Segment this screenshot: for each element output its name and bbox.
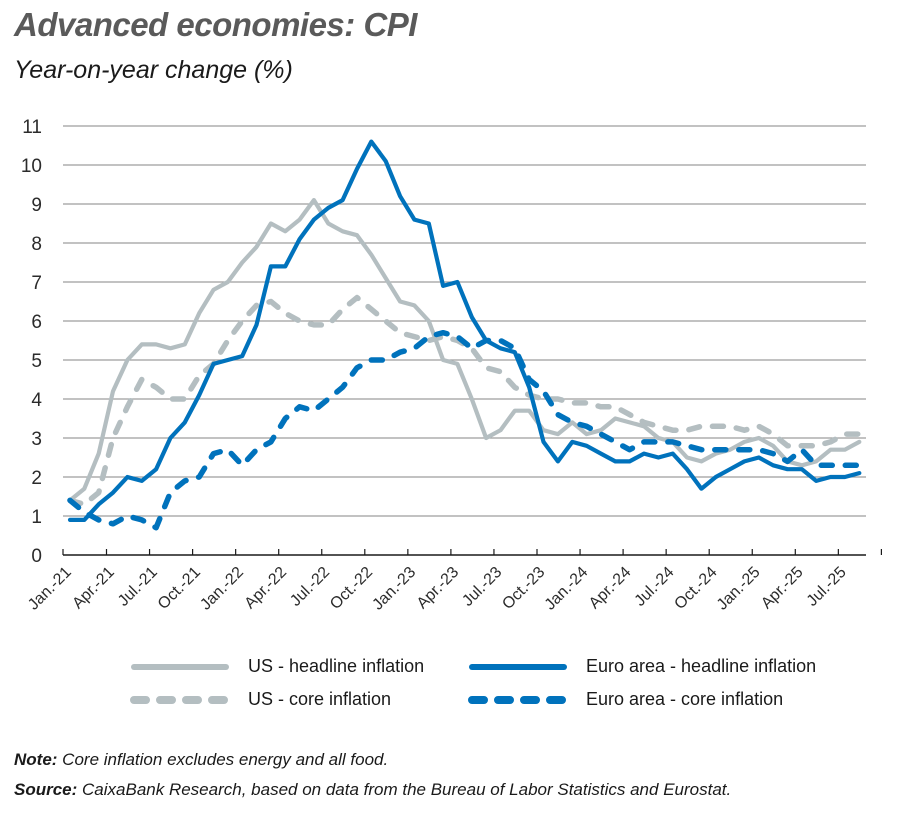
dashed-line-swatch-icon xyxy=(468,695,568,704)
series-line-us-headline-inflation xyxy=(67,198,862,503)
legend-label: Euro area - headline inflation xyxy=(586,656,817,676)
x-tick-label: Jul.-21 xyxy=(115,564,161,610)
x-tick-label: Apr.-23 xyxy=(414,564,463,613)
x-tick-label: Jan.-22 xyxy=(197,564,247,614)
y-tick-label: 3 xyxy=(31,429,42,450)
chart-title: Advanced economies: CPI xyxy=(14,6,417,43)
source-text: CaixaBank Research, based on data from t… xyxy=(77,780,732,799)
x-tick-label: Jan.-24 xyxy=(542,564,592,614)
y-tick-label: 5 xyxy=(31,351,42,372)
x-tick-label: Oct.-22 xyxy=(327,564,376,613)
y-tick-label: 10 xyxy=(21,156,42,177)
y-tick-label: 2 xyxy=(31,468,42,489)
x-tick-label: Jan.-21 xyxy=(25,564,75,614)
x-tick-label: Jul.-22 xyxy=(287,564,333,610)
x-tick-label: Apr.-25 xyxy=(758,564,807,613)
chart-subtitle: Year-on-year change (%) xyxy=(14,56,293,84)
x-tick-label: Jan.-25 xyxy=(714,564,764,614)
source-line: Source: CaixaBank Research, based on dat… xyxy=(14,775,731,805)
series-line-us-core-inflation xyxy=(67,294,863,508)
legend-label: US - core inflation xyxy=(248,689,392,709)
y-axis-ticks: 0 1 2 3 4 5 6 7 8 9 10 11 xyxy=(21,117,43,567)
x-tick-label: Apr.-22 xyxy=(242,564,291,613)
x-tick-label: Apr.-21 xyxy=(69,564,118,613)
note-line: Note: Core inflation excludes energy and… xyxy=(14,745,731,775)
x-tick-label: Jul.-24 xyxy=(632,564,678,610)
y-tick-label: 9 xyxy=(31,195,42,216)
x-tick-label: Jul.-23 xyxy=(459,564,505,610)
legend: US - headline inflation Euro area - head… xyxy=(130,656,850,726)
x-tick-label: Jan.-23 xyxy=(369,564,419,614)
data-series xyxy=(67,139,863,531)
series-line-euro-area-headline-inflation xyxy=(67,139,862,523)
grid-lines xyxy=(63,125,866,517)
legend-label: Euro area - core inflation xyxy=(586,689,784,709)
x-tick-label: Oct.-21 xyxy=(155,564,204,613)
source-label: Source: xyxy=(14,780,78,799)
legend-item-us-headline: US - headline inflation xyxy=(130,656,424,677)
dashed-line-swatch-icon xyxy=(130,695,230,704)
y-tick-label: 8 xyxy=(31,234,42,255)
note-label: Note: xyxy=(14,750,58,769)
y-tick-label: 4 xyxy=(31,390,42,411)
y-tick-label: 0 xyxy=(31,546,42,567)
y-tick-label: 6 xyxy=(31,312,42,333)
footnotes: Note: Core inflation excludes energy and… xyxy=(14,745,731,805)
solid-line-swatch-icon xyxy=(469,663,567,670)
series-line-euro-area-core-inflation xyxy=(67,329,863,531)
legend-label: US - headline inflation xyxy=(248,656,425,676)
note-text: Core inflation excludes energy and all f… xyxy=(57,750,389,769)
y-tick-label: 11 xyxy=(22,117,42,138)
legend-item-us-core: US - core inflation xyxy=(130,689,391,710)
solid-line-swatch-icon xyxy=(131,663,229,670)
legend-item-euro-headline: Euro area - headline inflation xyxy=(468,656,816,677)
y-tick-label: 7 xyxy=(31,273,42,294)
x-tick-label: Jul.-25 xyxy=(804,564,850,610)
x-tick-label: Apr.-24 xyxy=(586,564,635,613)
x-axis: Jan.-21Apr.-21Jul.-21Oct.-21Jan.-22Apr.-… xyxy=(25,549,883,614)
x-tick-label: Oct.-24 xyxy=(671,564,720,613)
legend-item-euro-core: Euro area - core inflation xyxy=(468,689,783,710)
y-tick-label: 1 xyxy=(31,507,42,528)
x-tick-label: Oct.-23 xyxy=(499,564,548,613)
